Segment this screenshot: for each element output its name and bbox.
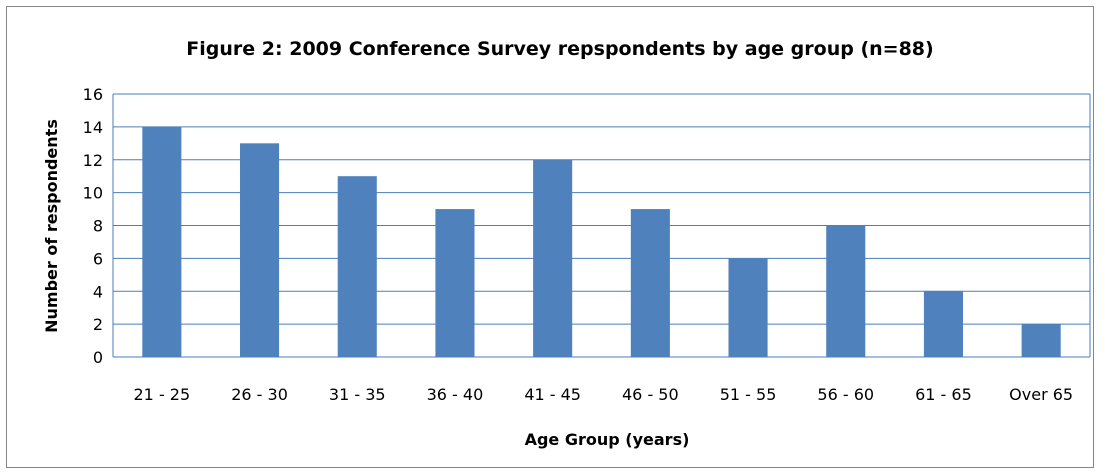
bars xyxy=(142,126,1061,357)
x-tick-label: 56 - 60 xyxy=(817,385,874,404)
x-tick-label: 41 - 45 xyxy=(524,385,581,404)
x-axis-label: Age Group (years) xyxy=(525,430,690,449)
x-tick-label: 21 - 25 xyxy=(134,385,191,404)
x-tick-label: Over 65 xyxy=(1009,385,1073,404)
y-tick-label: 8 xyxy=(93,217,103,236)
bar-4 xyxy=(533,159,573,357)
x-tick-label: 51 - 55 xyxy=(720,385,777,404)
bar-3 xyxy=(435,209,475,357)
y-tick-label: 14 xyxy=(83,118,103,137)
bar-2 xyxy=(337,176,377,357)
y-tick-label: 12 xyxy=(83,151,103,170)
x-tick-label: 61 - 65 xyxy=(915,385,972,404)
y-tick-label: 0 xyxy=(93,348,103,367)
y-tick-label: 4 xyxy=(93,282,103,301)
bar-1 xyxy=(240,143,280,357)
y-tick-label: 2 xyxy=(93,315,103,334)
bar-8 xyxy=(923,291,963,357)
y-tick-label: 6 xyxy=(93,249,103,268)
bar-7 xyxy=(826,225,866,357)
x-tick-labels: 21 - 25 26 - 30 31 - 35 36 - 40 41 - 45 46 - … xyxy=(134,385,1074,404)
x-tick-label: 46 - 50 xyxy=(622,385,679,404)
chart-title: Figure 2: 2009 Conference Survey repspon… xyxy=(186,38,933,60)
y-tick-label: 16 xyxy=(83,85,103,104)
y-axis-label: Number of respondents xyxy=(42,119,61,333)
bar-0 xyxy=(142,126,182,357)
x-tick-label: 31 - 35 xyxy=(329,385,386,404)
bar-6 xyxy=(728,258,768,357)
x-tick-label: 26 - 30 xyxy=(231,385,288,404)
y-tick-label: 10 xyxy=(83,184,103,203)
x-tick-label: 36 - 40 xyxy=(427,385,484,404)
y-tick-labels: 0 2 4 6 8 10 12 14 16 xyxy=(83,85,103,367)
bar-9 xyxy=(1021,324,1061,357)
bar-5 xyxy=(630,209,670,357)
